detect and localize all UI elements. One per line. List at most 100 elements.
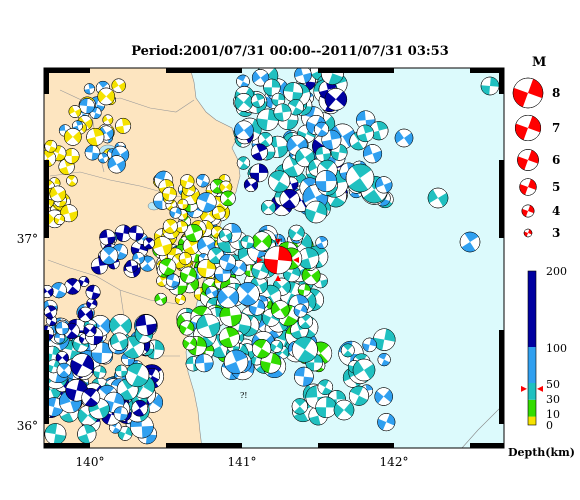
focal-mechanism-symbol xyxy=(297,313,314,330)
highlighted-event xyxy=(263,245,293,275)
magnitude-legend-heading: M xyxy=(532,55,546,70)
focal-mechanism-symbol xyxy=(83,83,95,95)
focal-mechanism-symbol xyxy=(333,399,355,421)
focal-mechanism-symbol xyxy=(53,213,66,226)
depth-tick-30: 30 xyxy=(546,393,560,406)
focal-mechanism-symbol xyxy=(294,68,312,84)
focal-mechanism-symbol xyxy=(250,93,265,108)
lon-label-141: 141° xyxy=(228,455,257,469)
lat-label-37: 37° xyxy=(17,232,38,246)
focal-mechanism-symbol xyxy=(77,424,97,444)
focal-mechanism-symbol xyxy=(44,139,58,153)
depth-marker xyxy=(521,385,527,392)
magnitude-label-4: 4 xyxy=(552,204,560,218)
focal-mechanism-symbol xyxy=(66,174,78,187)
focal-mechanism-symbol xyxy=(273,103,292,122)
focal-mechanism-symbol xyxy=(154,292,168,306)
event-pointer xyxy=(275,239,281,245)
magnitude-label-6: 6 xyxy=(552,153,560,167)
focal-mechanism-symbol xyxy=(294,366,314,387)
focal-mechanism-symbol xyxy=(205,285,219,299)
focal-mechanism-symbol xyxy=(251,338,272,359)
focal-mechanism-symbol xyxy=(324,88,348,111)
focal-mechanism-symbol xyxy=(63,148,80,164)
focal-mechanism-symbol xyxy=(44,305,58,319)
focal-mechanism-symbol xyxy=(158,258,177,276)
focal-mechanism-symbol xyxy=(268,170,291,193)
focal-mechanism-symbol xyxy=(115,117,132,134)
magnitude-legend: M 8 7 6 5 4 3 xyxy=(512,55,560,240)
focal-mechanism-symbol xyxy=(271,92,286,107)
focal-mechanism-symbol xyxy=(97,87,116,106)
focal-mechanism-symbol xyxy=(293,303,308,318)
focal-mechanism-symbol xyxy=(81,388,101,407)
focal-mechanism-symbol xyxy=(70,353,95,378)
focal-mechanism-symbol xyxy=(83,323,97,337)
map-border-ticks xyxy=(44,68,504,448)
focal-mechanism-symbol xyxy=(197,259,217,278)
focal-mechanism-symbol xyxy=(480,76,500,96)
magnitude-symbol-5 xyxy=(519,178,537,196)
depth-tick-50: 50 xyxy=(546,378,560,391)
focal-mechanism-symbol xyxy=(352,358,376,382)
focal-mechanism-symbol xyxy=(44,423,67,445)
focal-mechanism-symbol xyxy=(304,200,328,224)
focal-mechanism-symbol xyxy=(102,114,114,126)
focal-mechanism-symbol xyxy=(348,385,369,406)
focal-mechanism-symbol xyxy=(117,426,133,441)
focal-mechanism-symbol xyxy=(374,387,393,406)
focal-mechanism-symbol xyxy=(243,177,259,193)
focal-mechanism-symbol xyxy=(179,266,197,284)
magnitude-symbol-7 xyxy=(514,114,542,142)
unknown-marker: ?! xyxy=(276,238,283,246)
focal-mechanism-symbol xyxy=(234,93,254,112)
depth-bar-frame xyxy=(527,270,537,426)
focal-mechanism-symbol xyxy=(394,128,414,148)
focal-mechanism-symbol xyxy=(459,231,481,253)
focal-mechanism-symbol xyxy=(77,306,94,323)
depth-tick-0: 0 xyxy=(546,419,553,432)
focal-mechanism-symbol xyxy=(218,326,240,348)
focal-mechanism-symbol xyxy=(219,304,242,327)
focal-mechanism-symbol xyxy=(182,335,197,351)
focal-mechanism-symbol xyxy=(174,293,186,305)
focal-mechanism-symbol xyxy=(369,121,389,141)
focal-mechanism-symbol xyxy=(321,129,342,150)
depth-tick-10: 10 xyxy=(546,408,560,421)
focal-mechanism-symbol xyxy=(288,224,305,242)
depth-tick-100: 100 xyxy=(546,342,567,355)
focal-mechanism-symbol xyxy=(85,284,101,300)
focal-mechanism-symbol xyxy=(270,300,290,320)
focal-mechanism-symbol xyxy=(249,163,269,183)
focal-mechanism-symbol xyxy=(110,332,129,351)
focal-mechanism-symbol xyxy=(279,189,300,210)
depth-scale: 200 100 50 30 10 0 Depth(km) xyxy=(508,265,575,459)
focal-mechanism-symbol xyxy=(260,352,282,374)
focal-mechanism-symbol xyxy=(114,364,128,378)
lon-label-142: 142° xyxy=(380,455,409,469)
unknown-marker: ?! xyxy=(240,391,248,400)
focal-mechanism-symbol xyxy=(217,286,240,309)
focal-mechanism-symbol xyxy=(128,225,144,241)
focal-mechanism-symbol xyxy=(49,185,67,203)
focal-mechanism-symbol xyxy=(220,190,236,207)
focal-mechanism-symbol xyxy=(377,413,396,432)
magnitude-symbol-6 xyxy=(517,149,539,171)
depth-tick-200: 200 xyxy=(546,265,567,278)
focal-mechanism-symbol xyxy=(373,328,396,351)
focal-mechanism-symbol xyxy=(236,156,251,170)
focal-mechanism-symbol xyxy=(177,198,189,210)
map-panel: 37° 36° 140° 141° 142° ?! ?! xyxy=(17,67,505,469)
focal-mechanism-symbol xyxy=(109,314,132,337)
focal-mechanism-symbol xyxy=(84,144,101,161)
magnitude-symbol-3 xyxy=(523,228,533,238)
focal-mechanism-symbol xyxy=(356,124,375,143)
focal-mechanism-symbol xyxy=(56,362,72,378)
focal-mechanism-symbol xyxy=(320,68,344,85)
focal-mechanism-symbol xyxy=(340,343,355,358)
focal-mechanism-symbol xyxy=(68,105,82,118)
focal-mechanism-symbol xyxy=(256,108,279,131)
focal-mechanism-symbol xyxy=(196,192,217,213)
depth-band xyxy=(528,399,536,417)
focal-mechanism-symbol xyxy=(427,187,449,209)
